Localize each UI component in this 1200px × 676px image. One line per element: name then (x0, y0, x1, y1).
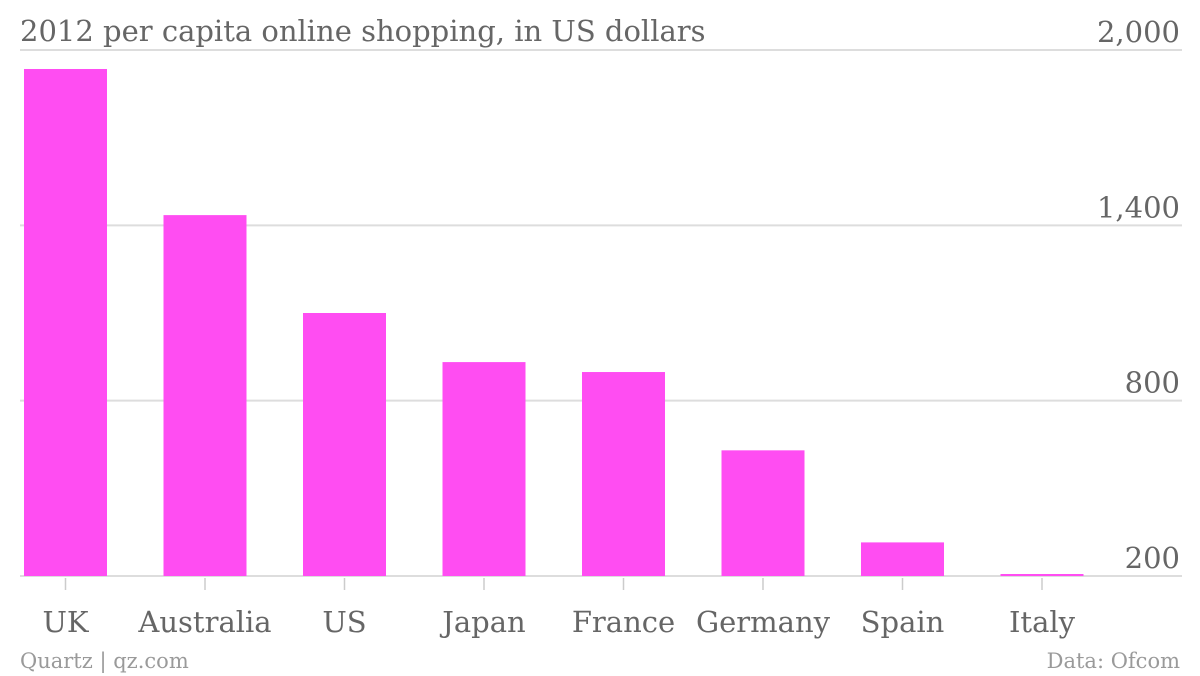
bar-australia (163, 215, 247, 576)
x-tick-label: US (322, 605, 366, 639)
source-credit[interactable]: Quartz | qz.com (20, 649, 189, 674)
y-tick-label: 1,400 (1097, 190, 1180, 224)
y-tick-label: 2,000 (1097, 15, 1180, 49)
bar-japan (442, 362, 526, 576)
data-source: Data: Ofcom (1047, 649, 1180, 673)
bar-italy (1000, 574, 1084, 576)
bar-germany (721, 450, 805, 576)
x-tick-label: France (572, 605, 675, 639)
x-tick-label: Italy (1009, 605, 1076, 639)
y-axis-ticks: 2,000 1,400 800 200 (1097, 15, 1180, 575)
bars (24, 68, 1084, 576)
x-axis-ticks: UK Australia US Japan France Germany Spain Ital… (42, 578, 1076, 639)
bar-us (303, 313, 386, 576)
bar-france (582, 372, 665, 576)
y-tick-label: 800 (1125, 366, 1180, 400)
x-tick-label: Germany (696, 605, 831, 639)
x-tick-label: Australia (137, 605, 271, 639)
bar-uk (24, 68, 107, 576)
chart-title: 2012 per capita online shopping, in US d… (20, 14, 706, 48)
bar-spain (861, 542, 944, 576)
x-tick-label: Spain (861, 605, 945, 639)
x-tick-label: UK (42, 605, 89, 639)
x-tick-label: Japan (439, 605, 525, 639)
y-tick-label: 200 (1125, 541, 1180, 575)
